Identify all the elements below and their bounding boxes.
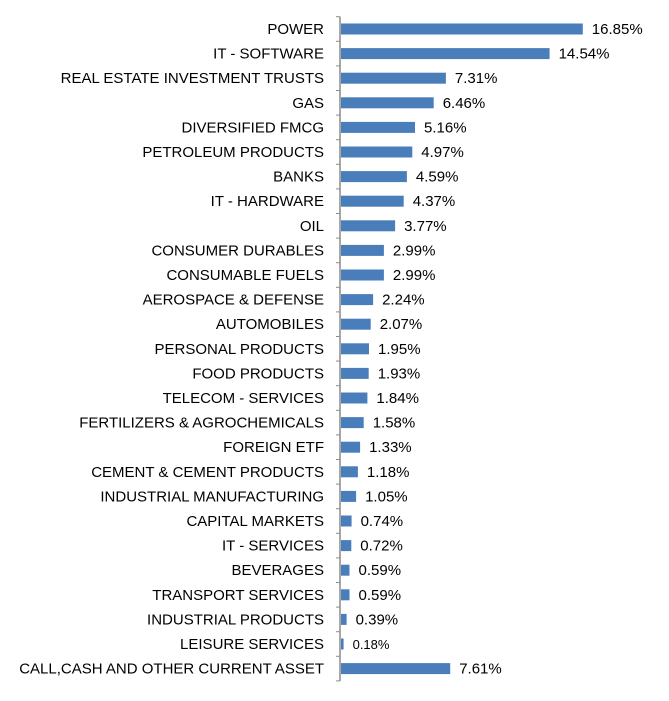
value-label: 4.37% bbox=[413, 193, 456, 210]
category-label: POWER bbox=[267, 21, 324, 38]
category-label: PETROLEUM PRODUCTS bbox=[142, 144, 324, 161]
value-label: 0.18% bbox=[353, 637, 390, 652]
bar bbox=[341, 564, 350, 576]
value-label: 0.39% bbox=[356, 611, 399, 628]
category-label: OIL bbox=[300, 218, 324, 235]
value-label: 0.59% bbox=[359, 587, 402, 604]
value-label: 7.61% bbox=[459, 661, 502, 678]
category-label: CAPITAL MARKETS bbox=[186, 513, 324, 530]
value-label: 6.46% bbox=[443, 95, 486, 112]
value-label: 1.95% bbox=[378, 341, 421, 358]
category-label: TRANSPORT SERVICES bbox=[152, 587, 324, 604]
bar bbox=[341, 441, 361, 453]
value-label: 2.24% bbox=[382, 292, 425, 309]
bar bbox=[341, 220, 396, 232]
value-label: 1.93% bbox=[378, 365, 421, 382]
bar bbox=[341, 269, 384, 281]
category-label: GAS bbox=[292, 95, 324, 112]
bar bbox=[341, 48, 550, 60]
value-label: 16.85% bbox=[592, 21, 643, 38]
bar bbox=[341, 466, 358, 478]
category-label: DIVERSIFIED FMCG bbox=[181, 119, 324, 136]
category-label: FERTILIZERS & AGROCHEMICALS bbox=[79, 415, 324, 432]
category-label: FOOD PRODUCTS bbox=[192, 365, 324, 382]
category-label: BEVERAGES bbox=[231, 562, 324, 579]
bar bbox=[341, 490, 357, 502]
bar bbox=[341, 23, 583, 35]
category-label: AUTOMOBILES bbox=[216, 316, 324, 333]
bar bbox=[341, 589, 350, 601]
value-label: 4.59% bbox=[416, 169, 459, 186]
category-label: CONSUMER DURABLES bbox=[151, 242, 324, 259]
value-label: 14.54% bbox=[559, 46, 610, 63]
value-label: 2.07% bbox=[380, 316, 423, 333]
value-label: 4.97% bbox=[421, 144, 464, 161]
category-label: LEISURE SERVICES bbox=[180, 636, 324, 653]
category-label: TELECOM - SERVICES bbox=[163, 390, 324, 407]
value-label: 1.84% bbox=[376, 390, 419, 407]
category-label: REAL ESTATE INVESTMENT TRUSTS bbox=[61, 70, 324, 87]
bar bbox=[341, 515, 352, 527]
value-labels-group: 16.85% 14.54% 7.31% 6.46% 5.16% 4.97% 4.59% 4.3… bbox=[353, 21, 643, 678]
category-label: INDUSTRIAL MANUFACTURING bbox=[100, 488, 324, 505]
bar bbox=[341, 663, 451, 675]
bar bbox=[341, 171, 407, 183]
value-label: 1.33% bbox=[369, 439, 412, 456]
value-label: 0.74% bbox=[361, 513, 404, 530]
value-label: 7.31% bbox=[455, 70, 498, 87]
category-label: CEMENT & CEMENT PRODUCTS bbox=[91, 464, 324, 481]
y-axis-group bbox=[336, 16, 341, 682]
bar bbox=[341, 417, 364, 429]
value-label: 5.16% bbox=[424, 119, 467, 136]
bar bbox=[341, 613, 347, 625]
bar bbox=[341, 638, 344, 650]
value-label: 0.72% bbox=[360, 538, 403, 555]
bar bbox=[341, 392, 368, 404]
category-label: AEROSPACE & DEFENSE bbox=[143, 292, 324, 309]
bar bbox=[341, 367, 369, 379]
bar bbox=[341, 318, 371, 330]
bar bbox=[341, 72, 446, 84]
value-label: 3.77% bbox=[404, 218, 447, 235]
category-label: FOREIGN ETF bbox=[223, 439, 324, 456]
value-label: 0.59% bbox=[359, 562, 402, 579]
value-label: 1.18% bbox=[367, 464, 410, 481]
value-label: 2.99% bbox=[393, 242, 436, 259]
value-label: 1.58% bbox=[373, 415, 416, 432]
category-label: BANKS bbox=[273, 169, 324, 186]
bar bbox=[341, 146, 413, 158]
bar bbox=[341, 540, 352, 552]
category-label: IT - SOFTWARE bbox=[213, 46, 324, 63]
bars-group bbox=[341, 23, 583, 675]
bar bbox=[341, 195, 404, 207]
category-label: PERSONAL PRODUCTS bbox=[155, 341, 324, 358]
value-label: 2.99% bbox=[393, 267, 436, 284]
category-label: CONSUMABLE FUELS bbox=[166, 267, 324, 284]
bar bbox=[341, 343, 369, 355]
bar bbox=[341, 121, 415, 133]
category-label: CALL,CASH AND OTHER CURRENT ASSET bbox=[19, 661, 324, 678]
bar bbox=[341, 244, 384, 256]
category-label: IT - SERVICES bbox=[222, 538, 324, 555]
value-label: 1.05% bbox=[365, 488, 408, 505]
category-labels-group: POWER IT - SOFTWARE REAL ESTATE INVESTMENT… bbox=[19, 21, 324, 678]
category-label: INDUSTRIAL PRODUCTS bbox=[147, 611, 324, 628]
bar bbox=[341, 97, 434, 109]
bar bbox=[341, 294, 374, 306]
category-label: IT - HARDWARE bbox=[211, 193, 324, 210]
